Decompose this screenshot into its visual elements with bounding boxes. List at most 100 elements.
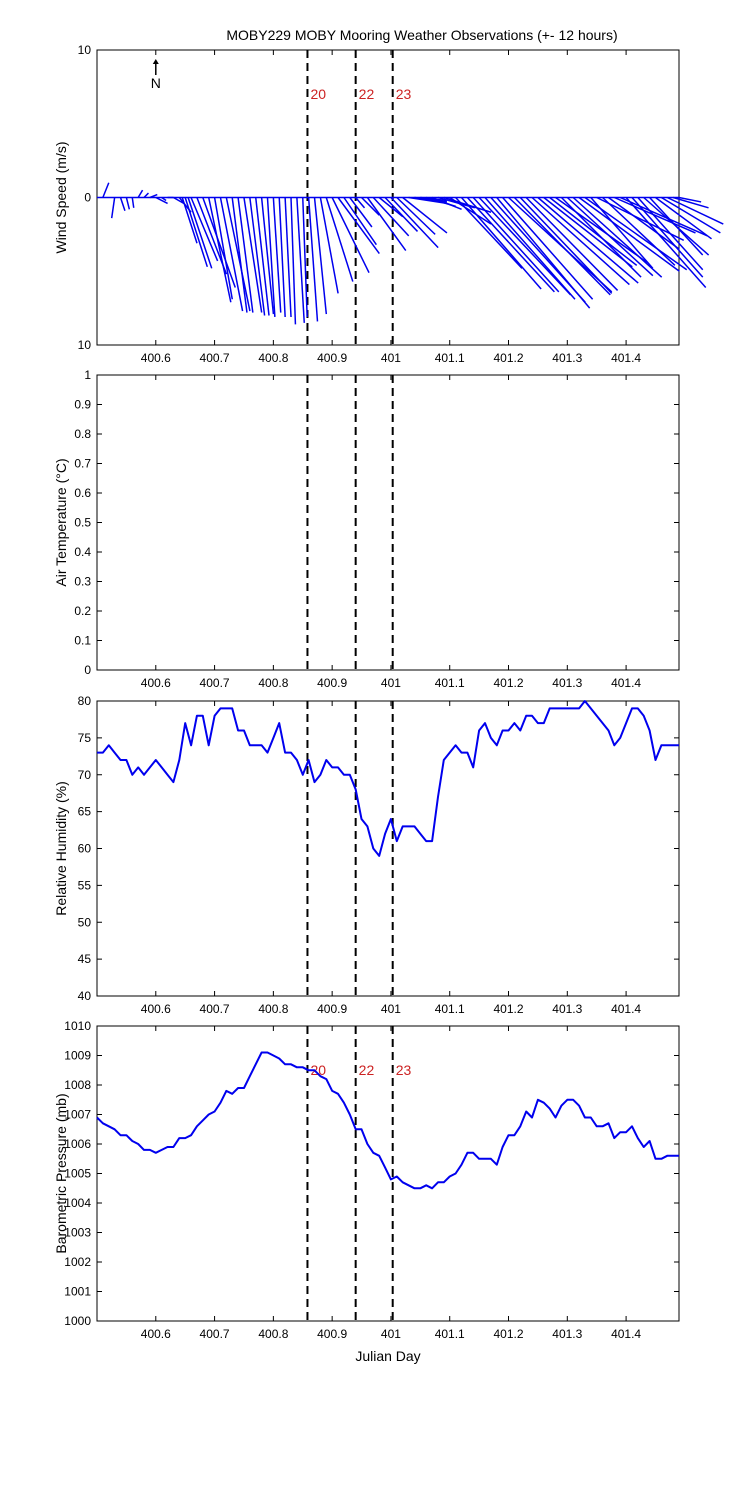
wind-vector	[525, 196, 619, 291]
wind-vector	[537, 196, 639, 284]
air_temp-x-tick-label: 401.3	[552, 676, 582, 690]
air_temp-y-tick-label: 0	[84, 663, 91, 677]
wind-vector	[331, 197, 370, 274]
pressure-x-tick-label: 401.4	[611, 1327, 641, 1341]
wind-vector	[284, 197, 292, 318]
air_temp-y-tick-label: 1	[84, 368, 91, 382]
pressure-y-tick-label: 1004	[64, 1196, 91, 1210]
wind-vector	[337, 197, 380, 254]
wind-vector	[496, 197, 591, 309]
wind-vector	[572, 196, 663, 278]
wind-vector	[455, 196, 523, 269]
humidity-y-tick-label: 75	[78, 731, 92, 745]
wind-vector	[131, 197, 135, 208]
wind-x-tick-label: 400.7	[200, 351, 230, 365]
wind-vector	[219, 197, 244, 312]
air_temp-y-tick-label: 0.2	[74, 604, 91, 618]
north-label: N	[151, 75, 161, 91]
air_temp-y-axis-label: Air Temperature (°C)	[53, 458, 69, 586]
humidity-x-tick-label: 400.8	[258, 1002, 288, 1016]
wind-vector	[266, 197, 276, 318]
wind-vector	[608, 196, 680, 250]
wind-vector	[361, 196, 380, 216]
wind-vector	[637, 196, 704, 271]
air_temp-y-tick-label: 0.7	[74, 457, 91, 471]
wind-x-tick-label: 400.6	[141, 351, 171, 365]
wind-vector	[149, 193, 158, 199]
wind-vector	[649, 196, 704, 256]
pressure-x-tick-label: 401	[381, 1327, 401, 1341]
wind-vector	[343, 197, 377, 246]
wind-y-tick-label: 0	[84, 191, 91, 205]
wind-y-tick-label: 10	[78, 43, 92, 57]
humidity-y-tick-label: 50	[78, 915, 92, 929]
wind-vector	[655, 196, 712, 240]
pressure-x-tick-label: 400.6	[141, 1327, 171, 1341]
wind-vector	[184, 197, 209, 268]
wind-vector	[249, 197, 266, 316]
wind-vector	[143, 192, 149, 199]
air_temp-y-tick-label: 0.9	[74, 398, 91, 412]
pressure-y-tick-label: 1006	[64, 1137, 91, 1151]
wind-vector	[290, 197, 297, 325]
wind-vector	[560, 196, 642, 278]
pressure-y-tick-label: 1010	[64, 1019, 91, 1033]
wind-vector	[555, 196, 648, 264]
air_temp-y-tick-label: 0.4	[74, 545, 91, 559]
wind-event-label: 23	[396, 86, 412, 102]
wind-vector	[137, 189, 144, 198]
wind-vector	[349, 197, 373, 228]
wind-vector	[181, 197, 198, 244]
pressure-x-tick-label: 401.3	[552, 1327, 582, 1341]
wind-vector	[213, 197, 234, 300]
wind-vector	[672, 196, 709, 209]
air_temp-x-tick-label: 400.9	[317, 676, 347, 690]
air_temp-x-tick-label: 401	[381, 676, 401, 690]
wind-vector	[513, 196, 611, 296]
wind-vector	[402, 196, 448, 234]
air_temp-y-tick-label: 0.3	[74, 575, 91, 589]
wind-x-tick-label: 401.4	[611, 351, 641, 365]
wind-vector	[472, 196, 560, 293]
wind-vector	[614, 196, 696, 234]
pressure-x-tick-label: 401.1	[435, 1327, 465, 1341]
wind-y-tick-label: 10	[78, 338, 92, 352]
wind-event-label: 20	[310, 86, 326, 102]
humidity-x-tick-label: 401.2	[493, 1002, 523, 1016]
pressure-y-axis-label: Barometric Pressure (mb)	[53, 1093, 69, 1253]
air_temp-y-tick-label: 0.1	[74, 634, 91, 648]
wind-vector	[110, 197, 116, 219]
wind-vector	[372, 196, 410, 237]
wind-vector	[102, 182, 110, 198]
wind-vector	[519, 196, 613, 294]
humidity-x-tick-label: 400.9	[317, 1002, 347, 1016]
pressure-panel: 400.6 400.7 400.8 400.9 401 401.1 401.2 401.3 40…	[53, 1019, 680, 1364]
wind-panel: 400.6 400.7 400.8 400.9 401 401.1 401.2 401.3 40…	[53, 43, 724, 365]
wind-vector	[260, 197, 275, 315]
wind-vector	[566, 196, 654, 277]
wind-vector	[466, 196, 555, 293]
air_temp-x-tick-label: 401.1	[435, 676, 465, 690]
wind-vector	[325, 197, 354, 282]
humidity-x-tick-label: 400.7	[200, 1002, 230, 1016]
wind-vector	[202, 197, 236, 288]
humidity-x-tick-label: 401.1	[435, 1002, 465, 1016]
pressure-x-tick-label: 401.2	[493, 1327, 523, 1341]
wind-vector	[602, 196, 676, 266]
wind-vector	[390, 196, 439, 249]
wind-x-tick-label: 401.3	[552, 351, 582, 365]
pressure-y-tick-label: 1005	[64, 1167, 91, 1181]
wind-vector	[225, 197, 251, 312]
air_temp-x-tick-label: 400.7	[200, 676, 230, 690]
humidity-y-tick-label: 40	[78, 989, 92, 1003]
wind-vector	[378, 196, 404, 218]
wind-vector	[319, 197, 339, 294]
figure-title: MOBY229 MOBY Mooring Weather Observation…	[226, 27, 617, 43]
humidity-y-axis-label: Relative Humidity (%)	[53, 781, 69, 916]
air_temp-x-tick-label: 401.4	[611, 676, 641, 690]
pressure-y-tick-label: 1009	[64, 1049, 91, 1063]
pressure-event-label: 23	[396, 1062, 412, 1078]
wind-vector	[660, 196, 721, 234]
pressure-event-label: 22	[359, 1062, 375, 1078]
